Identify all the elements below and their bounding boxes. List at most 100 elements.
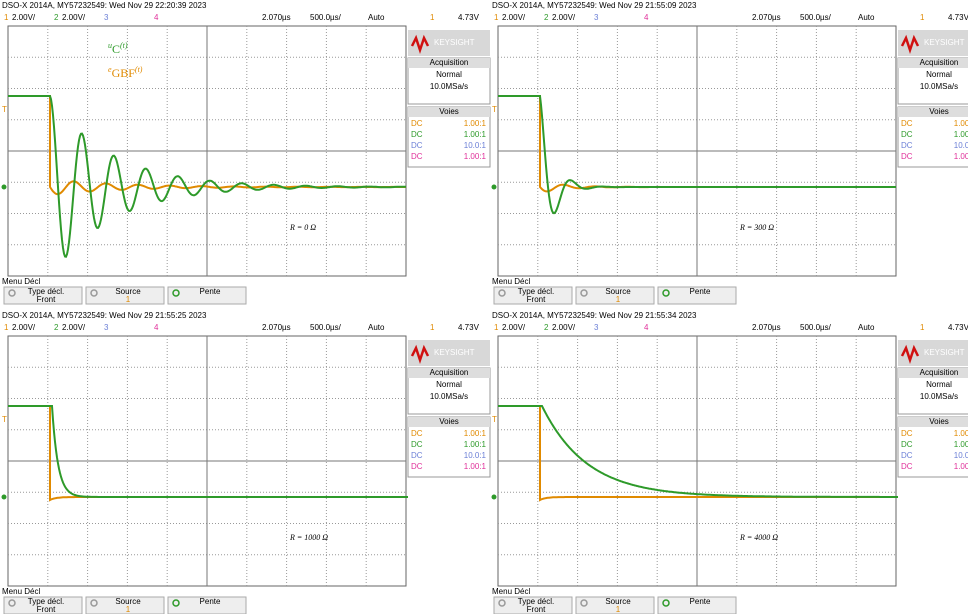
coupling: DC	[411, 440, 423, 449]
acq-mode: Normal	[436, 70, 462, 79]
channel-num: 1	[494, 13, 499, 22]
channel-num: 3	[104, 13, 109, 22]
trigger-source: 1	[430, 323, 435, 332]
coupling: DC	[901, 119, 913, 128]
voies-title: Voies	[929, 107, 949, 116]
ground-marker	[2, 495, 7, 500]
trigger-level: 4.73V	[948, 323, 968, 332]
trigger-marker: T	[492, 105, 497, 114]
channel-num: 2	[54, 13, 59, 22]
channel-num: 4	[644, 323, 649, 332]
probe-ratio: 1.00:1	[464, 440, 487, 449]
delay: 2.070µs	[752, 323, 781, 332]
acq-mode: Normal	[926, 70, 952, 79]
trigger-marker: T	[492, 415, 497, 424]
channel-scale: 2.00V/	[12, 13, 36, 22]
channel-scale: 2.00V/	[62, 13, 86, 22]
channel-scale: 2.00V/	[502, 323, 526, 332]
channel-scale: 2.00V/	[502, 13, 526, 22]
coupling: DC	[901, 451, 913, 460]
softkey-value: 1	[616, 295, 621, 304]
softkey-label: Pente	[690, 597, 711, 606]
voies-title: Voies	[439, 417, 459, 426]
channel-scale: 2.00V/	[62, 323, 86, 332]
channel-num: 3	[594, 13, 599, 22]
menu-title: Menu Décl	[492, 587, 530, 596]
screenshot: DSO-X 2014A, MY57232549: Wed Nov 29 22:2…	[0, 0, 968, 614]
channel-num: 4	[154, 323, 159, 332]
ground-marker	[492, 185, 497, 190]
timebase: 500.0µs/	[310, 323, 342, 332]
probe-ratio: 1.00:1	[954, 152, 968, 161]
acq-title: Acquisition	[920, 58, 959, 67]
brand: KEYSIGHT	[924, 348, 965, 357]
coupling: DC	[901, 130, 913, 139]
coupling: DC	[411, 141, 423, 150]
trigger-level: 4.73V	[458, 13, 480, 22]
probe-ratio: 1.00:1	[464, 429, 487, 438]
ground-marker	[2, 185, 7, 190]
probe-ratio: 1.00:1	[954, 462, 968, 471]
acq-title: Acquisition	[430, 368, 469, 377]
scope-panel: DSO-X 2014A, MY57232549: Wed Nov 29 22:2…	[2, 1, 491, 304]
mode: Auto	[858, 13, 875, 22]
channel-num: 1	[4, 13, 9, 22]
probe-ratio: 10.0:1	[464, 141, 487, 150]
coupling: DC	[901, 440, 913, 449]
trigger-level: 4.73V	[948, 13, 968, 22]
coupling: DC	[901, 462, 913, 471]
softkey-value: 1	[126, 295, 131, 304]
brand: KEYSIGHT	[434, 348, 475, 357]
menu-title: Menu Décl	[492, 277, 530, 286]
probe-ratio: 1.00:1	[464, 462, 487, 471]
softkey-label: Pente	[200, 287, 221, 296]
coupling: DC	[901, 152, 913, 161]
brand: KEYSIGHT	[924, 38, 965, 47]
coupling: DC	[901, 141, 913, 150]
softkey-value: Front	[37, 295, 56, 304]
header: DSO-X 2014A, MY57232549: Wed Nov 29 21:5…	[492, 1, 697, 10]
softkey-value: Front	[527, 295, 546, 304]
resistance-label: R = 0 Ω	[289, 223, 316, 232]
header: DSO-X 2014A, MY57232549: Wed Nov 29 22:2…	[2, 1, 207, 10]
trigger-level: 4.73V	[458, 323, 480, 332]
softkey-value: Front	[527, 605, 546, 614]
delay: 2.070µs	[752, 13, 781, 22]
sample-rate: 10.0MSa/s	[920, 392, 958, 401]
coupling: DC	[411, 451, 423, 460]
scope-panel: DSO-X 2014A, MY57232549: Wed Nov 29 21:5…	[492, 1, 968, 304]
channel-scale: 2.00V/	[552, 323, 576, 332]
scope-panel: DSO-X 2014A, MY57232549: Wed Nov 29 21:5…	[2, 311, 491, 614]
probe-ratio: 1.00:1	[954, 440, 968, 449]
channel-scale: 2.00V/	[12, 323, 36, 332]
channel-num: 2	[544, 13, 549, 22]
channel-num: 3	[104, 323, 109, 332]
softkey-value: 1	[126, 605, 131, 614]
probe-ratio: 1.00:1	[464, 119, 487, 128]
ground-marker	[492, 495, 497, 500]
softkey-label: Pente	[200, 597, 221, 606]
probe-ratio: 1.00:1	[464, 130, 487, 139]
probe-ratio: 1.00:1	[954, 130, 968, 139]
menu-title: Menu Décl	[2, 587, 40, 596]
channel-num: 1	[4, 323, 9, 332]
timebase: 500.0µs/	[310, 13, 342, 22]
menu-title: Menu Décl	[2, 277, 40, 286]
mode: Auto	[368, 13, 385, 22]
coupling: DC	[411, 119, 423, 128]
probe-ratio: 1.00:1	[954, 119, 968, 128]
probe-ratio: 10.0:1	[954, 451, 968, 460]
voies-title: Voies	[929, 417, 949, 426]
mode: Auto	[858, 323, 875, 332]
channel-num: 2	[544, 323, 549, 332]
trigger-source: 1	[920, 323, 925, 332]
trigger-marker: T	[2, 105, 7, 114]
header: DSO-X 2014A, MY57232549: Wed Nov 29 21:5…	[2, 311, 207, 320]
sample-rate: 10.0MSa/s	[920, 82, 958, 91]
probe-ratio: 10.0:1	[464, 451, 487, 460]
probe-ratio: 1.00:1	[954, 429, 968, 438]
resistance-label: R = 300 Ω	[739, 223, 774, 232]
channel-num: 3	[594, 323, 599, 332]
probe-ratio: 1.00:1	[464, 152, 487, 161]
acq-title: Acquisition	[920, 368, 959, 377]
